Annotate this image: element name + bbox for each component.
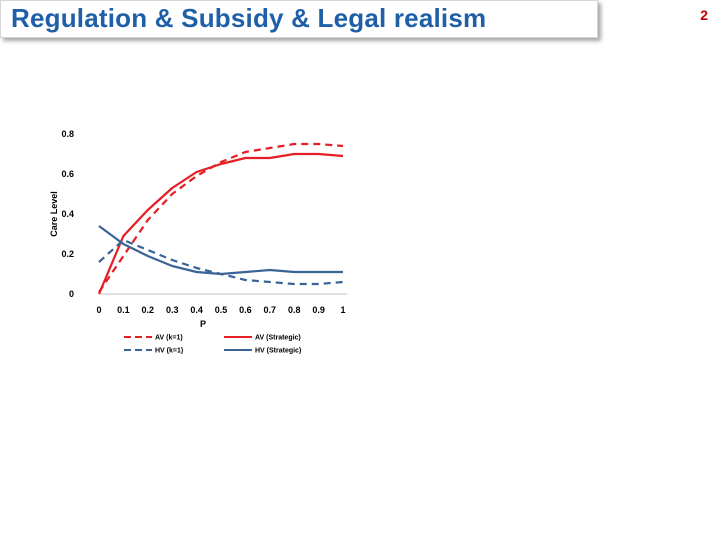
series-line — [98, 142, 344, 293]
series-line — [98, 225, 343, 276]
x-tick-label: 0.7 — [264, 305, 277, 315]
series-lines — [97, 142, 344, 295]
y-tick-labels: 0 0.2 0.4 0.6 0.8 — [61, 129, 74, 299]
x-tick-label: 0.2 — [142, 305, 155, 315]
slide-title: Regulation & Subsidy & Legal realism — [11, 3, 487, 33]
x-tick-label: 0.5 — [215, 305, 228, 315]
series-line — [98, 238, 344, 286]
x-tick-label: 0.6 — [239, 305, 252, 315]
legend-label: HV (Strategic) — [255, 348, 301, 355]
y-tick-label: 0.8 — [61, 129, 74, 139]
x-tick-label: 0 — [96, 305, 101, 315]
series-line — [97, 152, 344, 295]
x-tick-label: 0.3 — [166, 305, 179, 315]
x-tick-label: 0.9 — [312, 305, 325, 315]
y-tick-label: 0.4 — [61, 209, 74, 219]
legend-label: AV (k=1) — [155, 335, 183, 342]
legend: AV (k=1) AV (Strategic) HV (k=1) HV (Strate… — [124, 335, 301, 355]
x-axis-title: P — [200, 319, 206, 329]
x-tick-label: 0.8 — [288, 305, 301, 315]
legend-label: AV (Strategic) — [255, 335, 301, 342]
y-tick-label: 0.6 — [61, 169, 74, 179]
y-tick-label: 0.2 — [61, 249, 74, 259]
y-axis-title: Care Level — [49, 191, 59, 237]
x-tick-label: 0.1 — [117, 305, 130, 315]
y-tick-label: 0 — [69, 289, 74, 299]
x-tick-label: 0.4 — [190, 305, 203, 315]
x-tick-labels: 0 0.1 0.2 0.3 0.4 0.5 0.6 0.7 0.8 0.9 1 — [96, 305, 345, 315]
title-box: Regulation & Subsidy & Legal realism — [0, 0, 598, 38]
slide-number: 2 — [700, 7, 708, 23]
x-tick-label: 1 — [340, 305, 345, 315]
legend-label: HV (k=1) — [155, 348, 183, 355]
